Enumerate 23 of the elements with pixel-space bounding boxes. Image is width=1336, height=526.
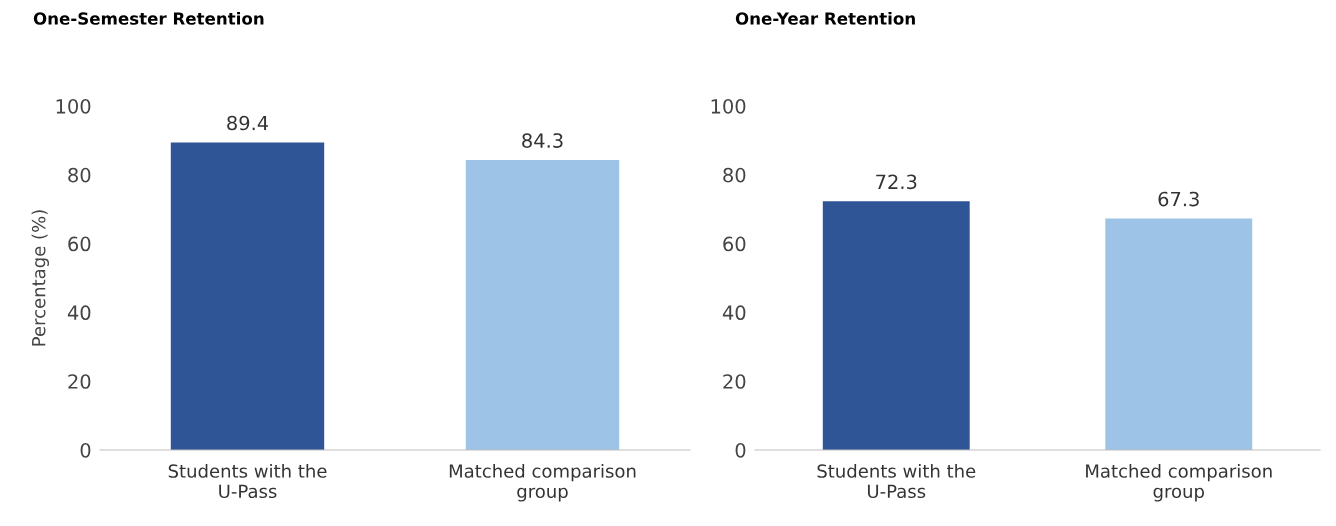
- data-label: 89.4: [227, 115, 269, 131]
- x-tick-label: Matched comparison group: [1086, 463, 1272, 502]
- chart-title: One-Year Retention: [735, 11, 915, 25]
- x-tick-label: Students with the U-Pass: [817, 463, 976, 499]
- x-tick-label: Students with the U-Pass: [168, 463, 327, 499]
- data-label: 84.3: [522, 133, 563, 148]
- y-tick-label: 60: [723, 236, 746, 252]
- y-tick-label: 100: [711, 98, 746, 114]
- chart-title: One-Semester Retention: [33, 11, 264, 25]
- y-tick-label: 0: [735, 442, 746, 458]
- y-tick-label: 100: [56, 98, 91, 114]
- y-tick-label: 0: [80, 442, 91, 458]
- data-label: 72.3: [876, 174, 917, 190]
- y-tick-label: 80: [723, 167, 746, 183]
- y-tick-label: 40: [67, 305, 91, 321]
- y-tick-label: 80: [68, 167, 91, 183]
- y-tick-label: 60: [68, 236, 91, 252]
- y-tick-label: 40: [722, 305, 746, 321]
- y-tick-label: 20: [68, 374, 91, 389]
- x-tick-label: Matched comparison group: [449, 463, 636, 502]
- data-label: 67.3: [1158, 191, 1199, 207]
- y-tick-label: 20: [723, 374, 746, 389]
- y-axis-title: Percentage (%): [31, 210, 49, 346]
